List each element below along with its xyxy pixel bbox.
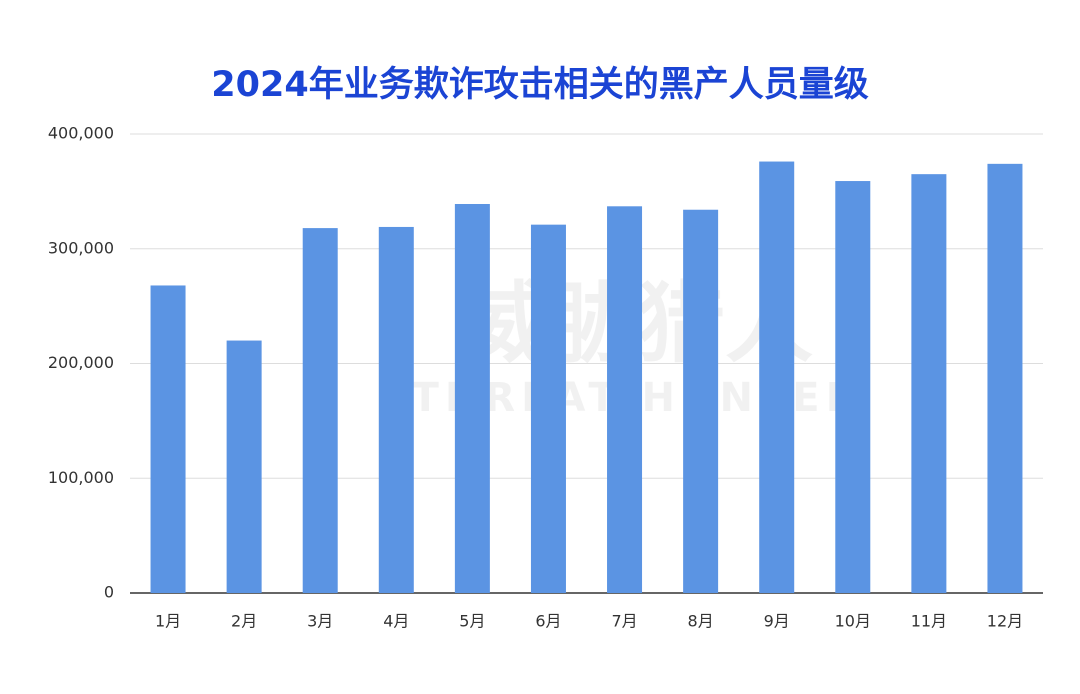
bar <box>987 163 1023 593</box>
chart-title: 2024年业务欺诈攻击相关的黑产人员量级 <box>211 65 868 105</box>
x-tick-label: 8月 <box>688 612 714 631</box>
x-tick-label: 7月 <box>611 612 637 631</box>
bar <box>911 174 947 593</box>
bar <box>454 203 490 593</box>
x-tick-label: 1月 <box>155 612 181 631</box>
bar <box>150 285 186 593</box>
x-tick-label: 5月 <box>459 612 485 631</box>
bar <box>530 224 566 593</box>
x-tick-label: 2月 <box>231 612 257 631</box>
x-tick-label: 6月 <box>535 612 561 631</box>
bar <box>759 161 795 594</box>
y-tick-label: 200,000 <box>48 353 114 372</box>
x-tick-label: 10月 <box>835 612 871 631</box>
x-tick-label: 9月 <box>764 612 790 631</box>
bar <box>226 340 262 593</box>
y-tick-label: 0 <box>104 583 114 602</box>
x-tick-label: 4月 <box>383 612 409 631</box>
y-tick-label: 400,000 <box>48 124 114 143</box>
y-tick-label: 100,000 <box>48 468 114 487</box>
bar <box>683 209 719 594</box>
bar <box>302 228 338 593</box>
bar <box>378 226 414 593</box>
bar <box>607 206 643 594</box>
bar <box>835 181 871 594</box>
y-tick-label: 300,000 <box>48 238 114 257</box>
x-tick-label: 3月 <box>307 612 333 631</box>
x-tick-label: 12月 <box>987 612 1023 631</box>
x-tick-label: 11月 <box>911 612 947 631</box>
